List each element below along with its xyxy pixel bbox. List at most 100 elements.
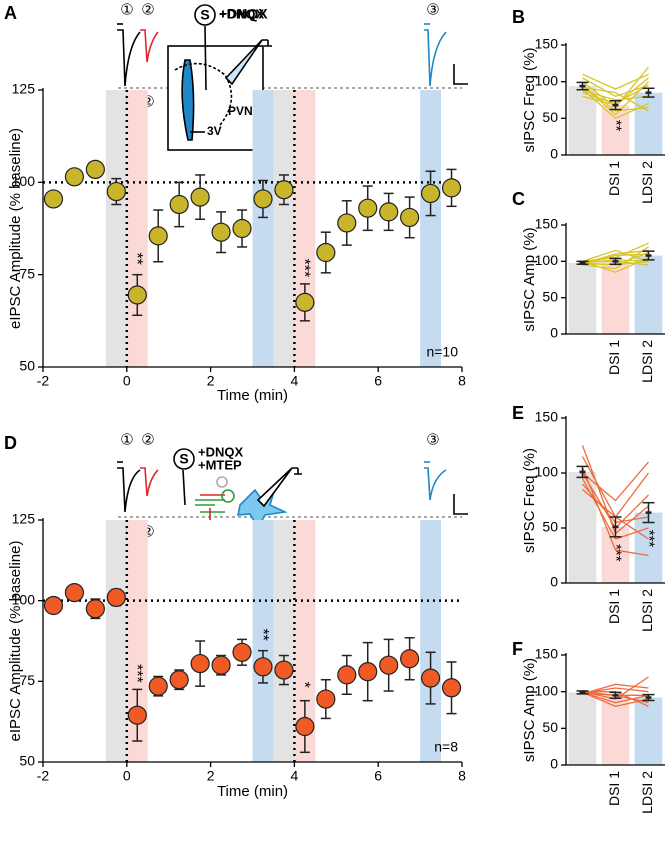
- x-tick-label: 8: [458, 373, 466, 389]
- y-axis-label: sIPSC Freq (%): [521, 448, 538, 553]
- trace: [424, 467, 447, 501]
- n-label: n=8: [434, 739, 458, 755]
- data-point: [127, 285, 147, 305]
- stim-number: ③: [426, 1, 439, 19]
- subject-line: [582, 249, 649, 262]
- stim-pipette: [182, 469, 186, 506]
- panel-label: D: [4, 433, 17, 453]
- inset-d: [117, 448, 468, 530]
- x-tick-label: DSI 1: [606, 161, 622, 196]
- x-tick-label: 4: [291, 373, 299, 389]
- data-point: [420, 183, 441, 204]
- subject-line: [582, 77, 649, 98]
- shaded-band: [252, 520, 274, 762]
- significance: ***: [608, 544, 625, 562]
- y-tick-label: 125: [12, 81, 36, 97]
- x-tick-label: 6: [374, 373, 382, 389]
- scale-bar: [453, 494, 468, 515]
- scale-bar: [453, 64, 468, 85]
- ground: [292, 467, 302, 475]
- x-tick-label: 0: [123, 373, 131, 389]
- data-point: [295, 716, 315, 737]
- bar: [634, 92, 663, 155]
- subject-line: [582, 81, 649, 116]
- panel-label: B: [512, 7, 525, 27]
- y-axis-label: sIPSC Amp (%): [521, 658, 538, 762]
- trace: [117, 29, 141, 87]
- drug-label: +MTEP: [198, 457, 242, 472]
- x-tick-label: DSI 1: [606, 589, 622, 624]
- data-point: [64, 582, 85, 603]
- y-tick-label: 75: [19, 672, 35, 688]
- bar: [568, 262, 597, 334]
- y-tick-label: 150: [535, 409, 559, 425]
- data-point: [379, 655, 399, 675]
- shaded-band: [105, 520, 127, 762]
- data-point: [337, 665, 357, 685]
- x-tick-label: LDSI 2: [639, 161, 655, 204]
- data-point: [316, 242, 336, 263]
- shaded-band: [420, 90, 442, 367]
- subject-line: [582, 683, 649, 695]
- stim-number: ③: [426, 431, 439, 449]
- y-axis-label: eIPSC Amplitude (% baseline): [7, 541, 24, 742]
- shaded-band: [126, 520, 148, 762]
- region-label: 3V: [207, 124, 222, 138]
- region-label: PVN: [228, 104, 253, 118]
- data-point: [43, 189, 64, 209]
- x-tick-label: 0: [123, 768, 131, 784]
- bar: [634, 697, 663, 765]
- shaded-band: [273, 90, 295, 367]
- subject-line: [582, 86, 649, 112]
- shaded-band: [126, 90, 148, 367]
- y-tick-label: 150: [535, 216, 559, 232]
- y-tick-label: 100: [535, 252, 559, 268]
- data-point: [253, 189, 273, 209]
- y-tick-label: 150: [535, 36, 559, 52]
- shaded-band: [420, 520, 442, 762]
- bar: [601, 105, 630, 155]
- data-point: [358, 198, 378, 218]
- significance: *: [296, 682, 313, 688]
- panel-label: C: [512, 189, 525, 209]
- stim-number: ②: [141, 1, 154, 19]
- subject-line: [582, 691, 649, 704]
- data-point: [232, 642, 252, 662]
- y-tick-label: 50: [542, 288, 558, 304]
- y-axis-label: sIPSC Freq (%): [521, 47, 538, 152]
- stim-pipette: [204, 25, 207, 91]
- y-tick-label: 100: [12, 591, 36, 607]
- y-tick-label: 0: [550, 325, 558, 341]
- data-point: [148, 676, 168, 696]
- trace: [140, 467, 159, 497]
- y-tick-label: 100: [12, 173, 36, 189]
- data-point: [190, 653, 210, 674]
- subject-line: [582, 249, 649, 265]
- x-tick-label: -2: [37, 373, 50, 389]
- x-axis-label: Time (min): [217, 387, 288, 404]
- significance: **: [254, 628, 271, 640]
- significance: **: [608, 120, 625, 132]
- data-point: [232, 218, 252, 239]
- panel-label: E: [512, 403, 524, 423]
- y-tick-label: 50: [542, 519, 558, 535]
- data-point: [358, 662, 378, 682]
- data-point: [400, 207, 420, 228]
- stim-number: ②: [141, 431, 154, 449]
- subject-line: [582, 73, 649, 90]
- rec-pipette: [256, 467, 293, 508]
- data-point: [295, 292, 315, 312]
- shaded-band: [105, 90, 127, 367]
- data-point: [169, 670, 189, 690]
- significance: ***: [128, 664, 145, 683]
- significance: ***: [641, 530, 658, 548]
- data-point: [64, 167, 85, 187]
- x-tick-label: LDSI 2: [639, 589, 655, 632]
- drug-label: +DNQX: [219, 6, 268, 22]
- bar: [568, 692, 597, 765]
- y-tick-label: 100: [535, 72, 559, 88]
- bar: [601, 261, 630, 334]
- subject-line: [581, 467, 649, 557]
